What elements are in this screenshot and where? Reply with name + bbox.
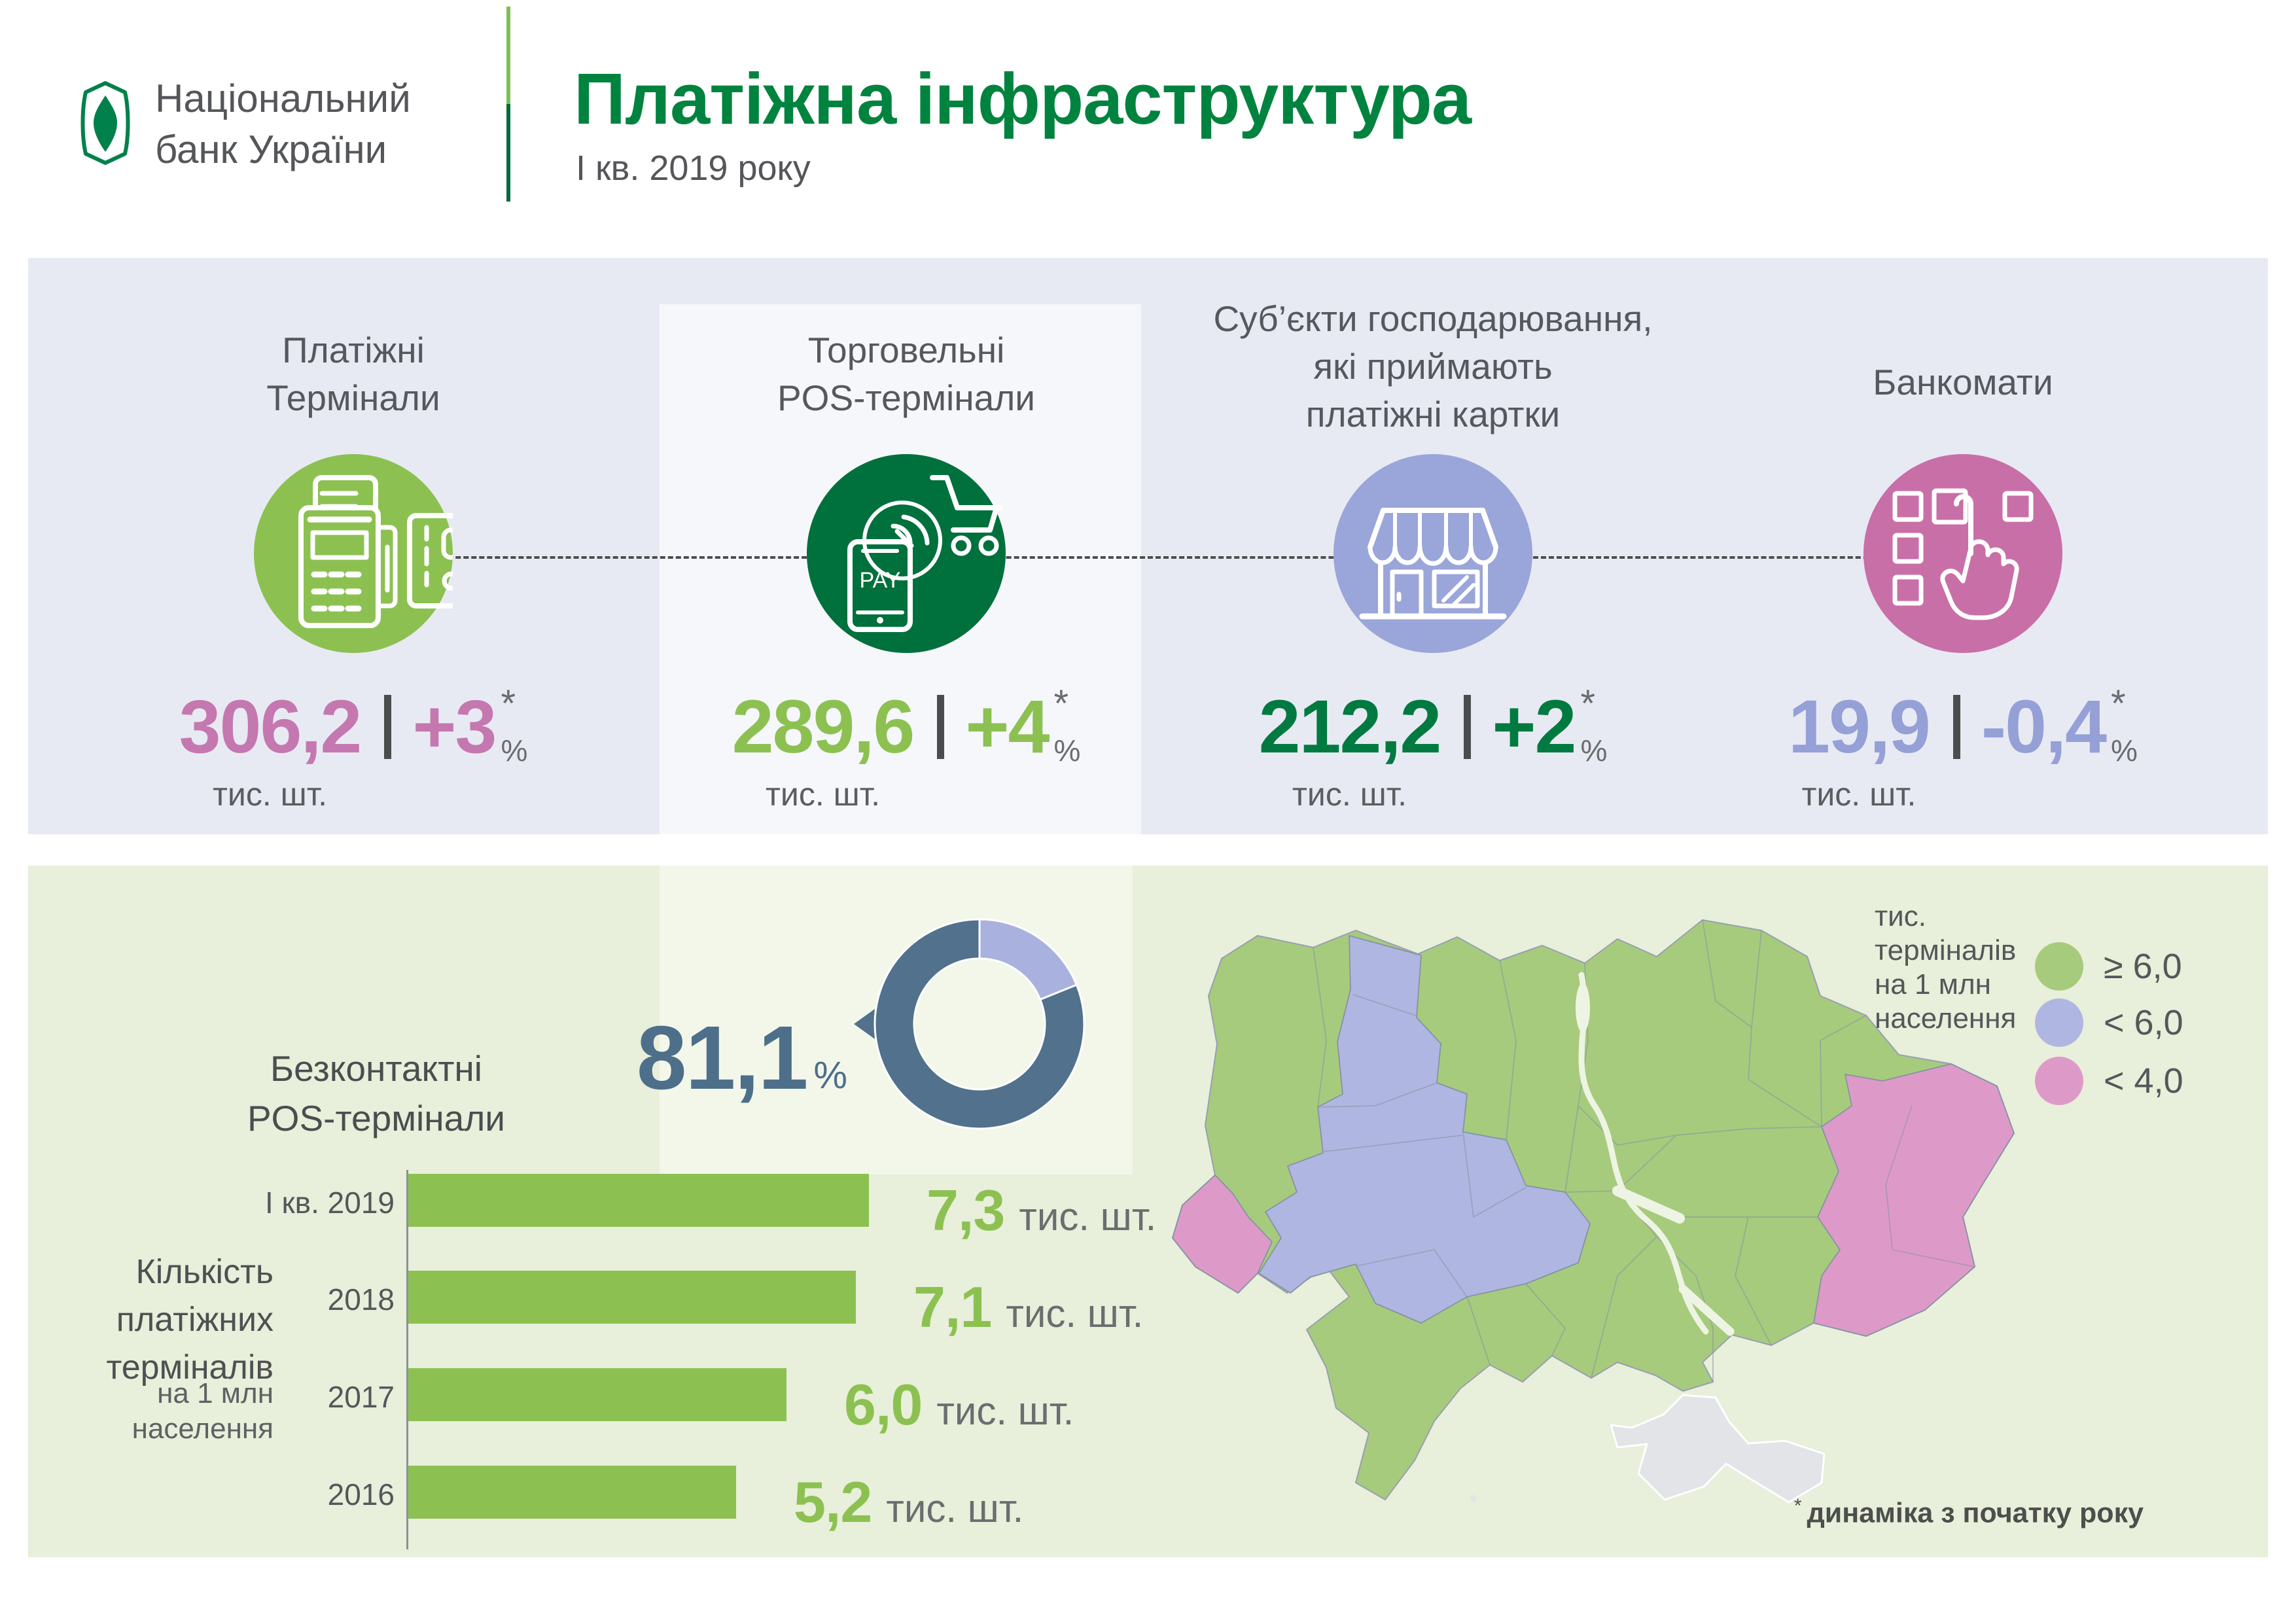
map-rivers [1576, 972, 1735, 1336]
stat-value: 212,2 [1258, 685, 1442, 769]
stat-change: +3 [412, 685, 497, 769]
bar-chart-axis [406, 1170, 408, 1549]
svg-text:PAY: PAY [860, 568, 901, 593]
stat-band: Платіжні Термінали [28, 258, 2268, 834]
card-title: Торговельні POS-термінали [777, 330, 1036, 418]
bar-category-label: 2018 [327, 1282, 395, 1316]
nbu-logo-icon [80, 81, 130, 165]
stat-unit: тис. шт. [1801, 776, 1916, 813]
page-title: Платіжна інфраструктура [574, 59, 1472, 139]
map-legend-title: тис. терміналів на 1 млн населення [1875, 900, 2017, 1034]
bar-value-label: 6,0 тис. шт. [844, 1372, 1074, 1437]
bar-chart-subtitle: на 1 млн населення [132, 1377, 274, 1445]
card-title: Платіжні Термінали [266, 330, 440, 418]
stat-value-row: 289,6 тис. шт. +4 * % [684, 682, 1129, 813]
header: Національний банк України Платіжна інфра… [0, 0, 2296, 258]
map-island-dot [1470, 1495, 1477, 1502]
percent-mark: % [1053, 733, 1081, 768]
value-divider [937, 695, 945, 759]
bar-category-label: 2017 [327, 1380, 395, 1414]
map-region-zakarpattia-below-4 [1172, 1174, 1273, 1294]
map-west-cluster-borders [1317, 994, 1527, 1297]
legend-label: ≥ 6,0 [2104, 947, 2182, 986]
bar-chart-title: Кількість платіжних терміналів [106, 1253, 274, 1386]
pos-terminal-card-icon [254, 454, 453, 653]
bar [408, 1271, 856, 1324]
legend-swatch-green [2035, 942, 2083, 991]
bar [408, 1368, 786, 1421]
value-divider [384, 695, 392, 759]
stat-value-row: 212,2 тис. шт. +2 * % [1210, 682, 1655, 813]
legend-label: < 6,0 [2104, 1003, 2183, 1042]
map-region-west-cluster-below-6 [1258, 935, 1591, 1324]
percent-mark: % [813, 1054, 847, 1097]
bar [408, 1174, 869, 1227]
stat-value-row: 19,9 тис. шт. -0,4 * % [1740, 682, 2185, 813]
header-divider [506, 7, 510, 202]
stat-card-atms: Банкомати 19,9 т [1740, 258, 2185, 834]
legend-swatch-periwinkle [2035, 998, 2083, 1047]
map-east-internal-border [1885, 1105, 1975, 1267]
donut-callout-arrow [854, 1009, 875, 1039]
contactless-phone-cart-icon: PAY [807, 454, 1006, 653]
donut-label: Безконтактні POS-термінали [247, 1048, 506, 1139]
stat-value: 289,6 [732, 685, 915, 769]
card-title: Банкомати [1873, 362, 2053, 402]
stat-value-row: 306,2 тис. шт. +3 * % [131, 682, 576, 813]
bank-name-line1: Національний [155, 77, 411, 120]
stat-unit: тис. шт. [765, 776, 880, 813]
percent-mark: % [1580, 733, 1608, 768]
map-region-crimea [1610, 1394, 1826, 1504]
map-region-east-below-4 [1813, 1063, 2015, 1337]
page-subtitle: І кв. 2019 року [576, 149, 811, 188]
stat-change: +2 [1492, 685, 1576, 769]
stat-change: -0,4 [1981, 685, 2107, 769]
percent-mark: % [501, 733, 528, 768]
dashed-connector-line [353, 556, 1963, 559]
donut-chart [874, 918, 1086, 1130]
stat-card-trade-pos-terminals: Торговельні POS-термінали PAY [684, 258, 1129, 834]
bank-name: Національний банк України [155, 73, 411, 175]
asterisk-mark: * [1580, 682, 1596, 725]
bar-value-label: 7,3 тис. шт. [927, 1178, 1157, 1243]
legend-label: < 4,0 [2104, 1061, 2183, 1101]
card-title: Суб’єкти господарювання, які приймають п… [1213, 298, 1653, 434]
asterisk-mark: * [1793, 1495, 1802, 1517]
footnote: * динаміка з початку року [1793, 1495, 2144, 1529]
stat-value: 306,2 [179, 685, 362, 769]
bar-category-label: 2016 [327, 1477, 395, 1511]
stat-change: +4 [965, 685, 1050, 769]
stat-value: 19,9 [1788, 685, 1931, 769]
stat-card-payment-terminals: Платіжні Термінали [131, 258, 576, 834]
value-divider [1952, 695, 1960, 759]
legend-swatch-pink [2035, 1057, 2083, 1105]
bar [408, 1466, 736, 1519]
donut-value: 81,1 % [636, 1008, 847, 1108]
bar-value-label: 5,2 тис. шт. [794, 1470, 1024, 1534]
stat-unit: тис. шт. [1292, 776, 1407, 813]
ukraine-map [1172, 919, 2015, 1504]
value-divider [1464, 695, 1472, 759]
bank-name-line2: банк України [155, 128, 387, 171]
stat-card-merchants: Суб’єкти господарювання, які приймають п… [1210, 258, 1655, 834]
stat-unit: тис. шт. [212, 776, 327, 813]
asterisk-mark: * [2111, 682, 2126, 725]
asterisk-mark: * [501, 682, 516, 725]
storefront-icon [1333, 454, 1532, 653]
asterisk-mark: * [1053, 682, 1069, 725]
percent-mark: % [2111, 733, 2138, 768]
bar-value-label: 7,1 тис. шт. [913, 1275, 1144, 1339]
atm-keypad-hand-icon [1863, 454, 2062, 653]
bottom-band: Безконтактні POS-термінали 81,1 % Кількі… [28, 866, 2268, 1557]
bar-category-label: І кв. 2019 [264, 1186, 395, 1220]
